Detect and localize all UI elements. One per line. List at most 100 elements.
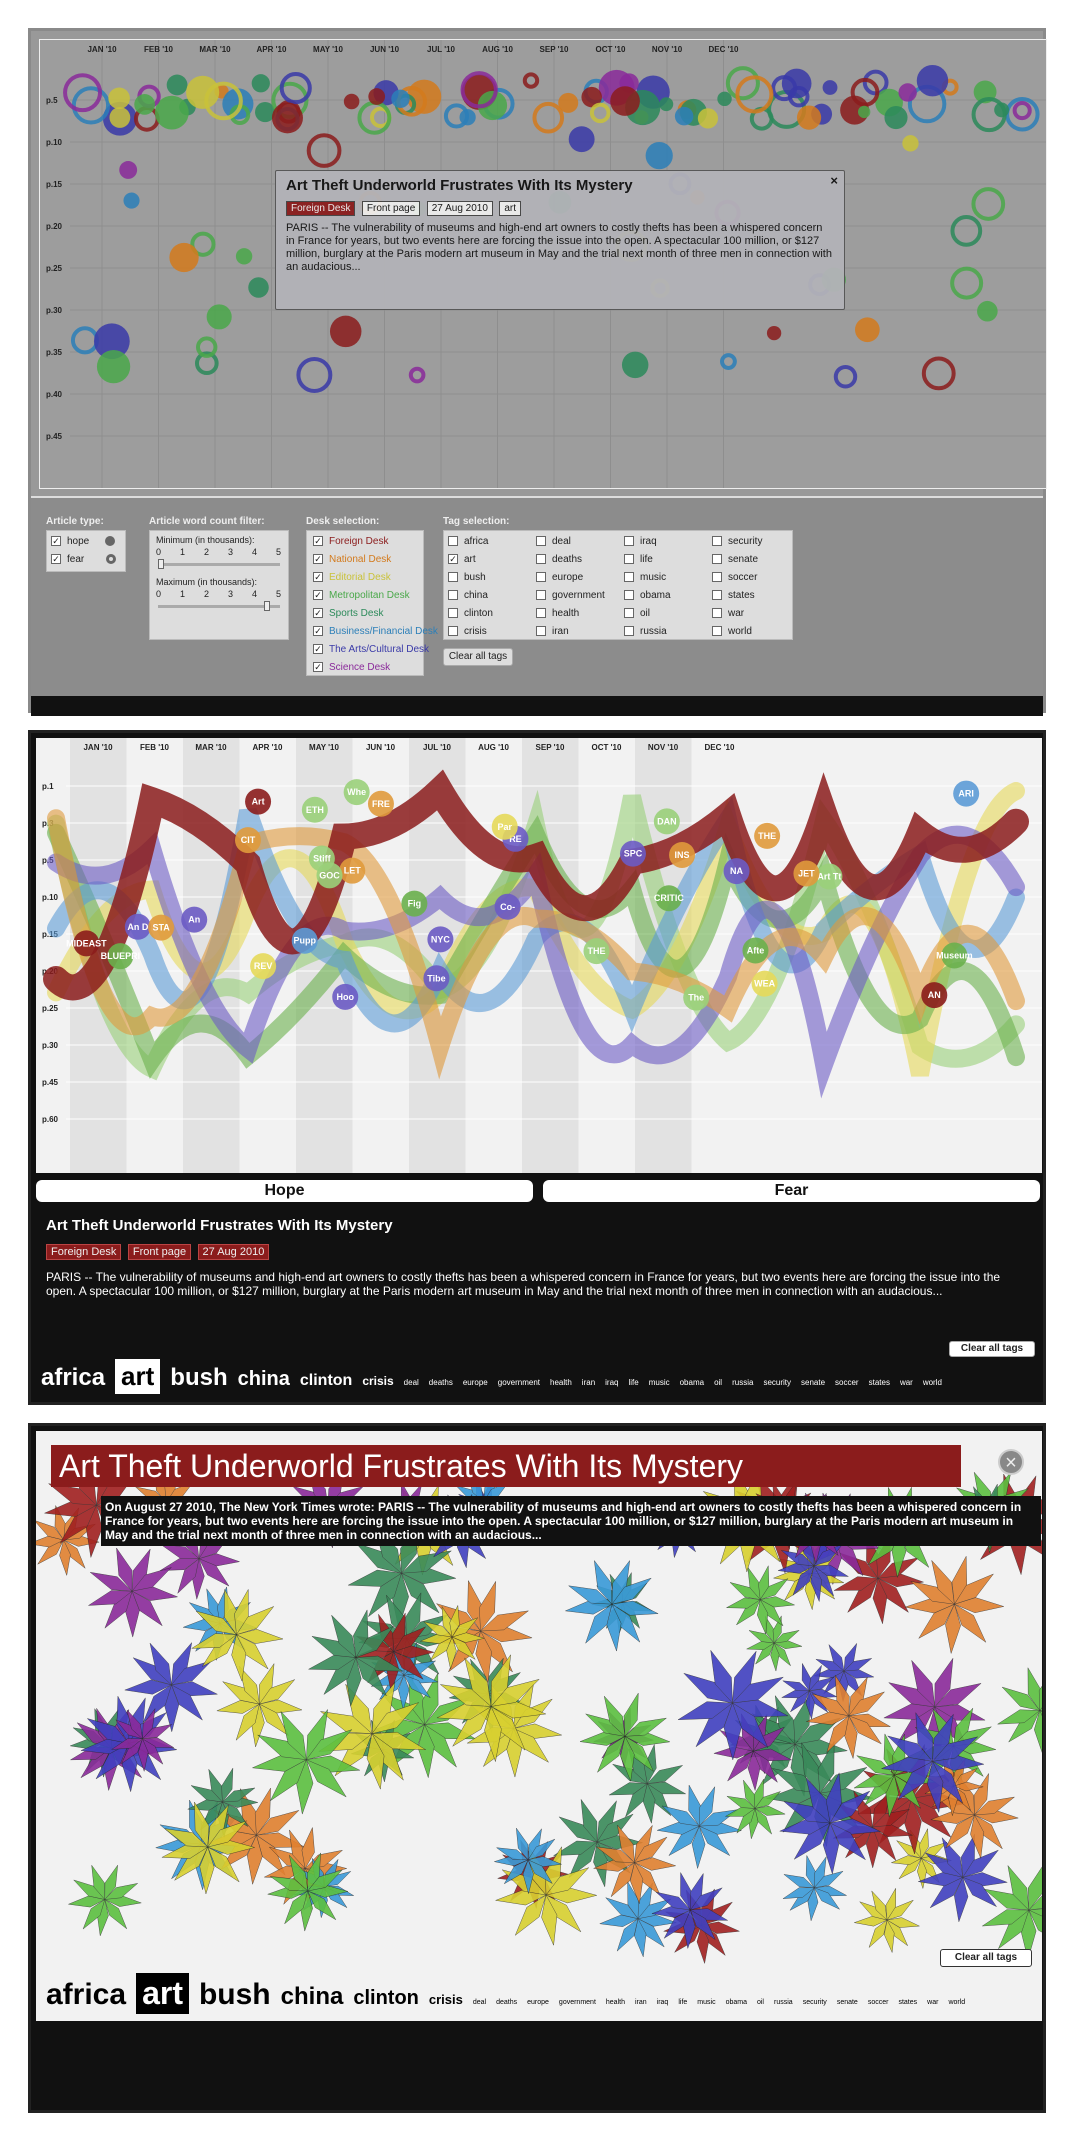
tag-checkbox[interactable] — [536, 626, 546, 637]
tag-cloud-item[interactable]: security — [763, 1378, 791, 1387]
tag-option[interactable]: clinton — [448, 605, 493, 623]
tag-cloud-item[interactable]: security — [802, 1999, 827, 2006]
tag-option[interactable]: obama — [624, 587, 671, 605]
tag-checkbox[interactable] — [712, 608, 722, 619]
tag-cloud-item[interactable]: clinton — [299, 1372, 353, 1389]
close-icon[interactable]: × — [830, 173, 838, 188]
tag-checkbox[interactable] — [448, 536, 458, 547]
tag-option[interactable]: music — [624, 569, 666, 587]
tag-cloud-item[interactable]: europe — [462, 1378, 488, 1387]
clear-tags-button[interactable]: Clear all tags — [940, 1949, 1032, 1967]
tag-option[interactable]: china — [448, 587, 488, 605]
tag-option[interactable]: bush — [448, 569, 486, 587]
desk-checkbox[interactable]: ✓ — [313, 644, 323, 655]
tag-option[interactable]: world — [712, 623, 752, 641]
tag-cloud-item[interactable]: crisis — [428, 1992, 463, 2007]
fear-checkbox[interactable]: ✓ — [51, 554, 61, 565]
tag-checkbox[interactable] — [624, 590, 634, 601]
tag-cloud-item[interactable]: oil — [714, 1378, 723, 1387]
tag-cloud-item[interactable]: life — [678, 1999, 688, 2006]
tag-cloud-item[interactable]: china — [237, 1368, 290, 1390]
tag-cloud-item[interactable]: art — [136, 1973, 189, 2014]
tag-option[interactable]: iraq — [624, 533, 657, 551]
tag-cloud-item[interactable]: iraq — [656, 1999, 669, 2006]
tag-checkbox[interactable] — [536, 590, 546, 601]
tag-cloud-item[interactable]: iran — [634, 1999, 647, 2006]
tag-cloud-item[interactable]: deal — [472, 1999, 487, 2006]
tag-option[interactable]: security — [712, 533, 762, 551]
tag-cloud-item[interactable]: deaths — [496, 1999, 518, 2006]
hope-checkbox[interactable]: ✓ — [51, 536, 61, 547]
tag-cloud-item[interactable]: states — [898, 1999, 918, 2006]
tag-option[interactable]: africa — [448, 533, 488, 551]
desk-checkbox[interactable]: ✓ — [313, 536, 323, 547]
desk-checkbox[interactable]: ✓ — [313, 662, 323, 673]
tag-option[interactable]: senate — [712, 551, 758, 569]
tag-checkbox[interactable] — [712, 626, 722, 637]
tag-cloud-item[interactable]: art — [115, 1359, 161, 1394]
tag-cloud-item[interactable]: obama — [679, 1378, 705, 1387]
tag-cloud-item[interactable]: deaths — [428, 1378, 453, 1387]
min-slider[interactable]: 0 1 2 3 4 5 — [156, 545, 282, 571]
clear-tags-button[interactable]: Clear all tags — [443, 648, 513, 666]
tag-cloud-item[interactable]: senate — [801, 1378, 826, 1387]
slider-track[interactable] — [158, 605, 280, 608]
tag-cloud-item[interactable]: russia — [774, 1999, 793, 2006]
desk-option[interactable]: ✓ Metropolitan Desk — [313, 587, 417, 605]
desk-option[interactable]: ✓ National Desk — [313, 551, 417, 569]
tag-cloud-item[interactable]: africa — [46, 1978, 127, 2011]
desk-checkbox[interactable]: ✓ — [313, 608, 323, 619]
tag-cloud-item[interactable]: soccer — [867, 1999, 889, 2006]
tag-cloud-item[interactable]: health — [605, 1999, 625, 2006]
tag-option[interactable]: crisis — [448, 623, 487, 641]
slider-track[interactable] — [158, 563, 280, 566]
tag-cloud-item[interactable]: bush — [198, 1978, 271, 2011]
desk-checkbox[interactable]: ✓ — [313, 554, 323, 565]
tag-cloud-item[interactable]: deal — [403, 1378, 419, 1387]
tag-checkbox[interactable] — [536, 608, 546, 619]
tag-option[interactable]: deal — [536, 533, 571, 551]
slider-thumb[interactable] — [264, 601, 271, 611]
desk-checkbox[interactable]: ✓ — [313, 590, 323, 601]
type-fear-row[interactable]: ✓ fear — [51, 551, 121, 569]
tag-option[interactable]: life — [624, 551, 653, 569]
tag-checkbox[interactable] — [536, 536, 546, 547]
tag-cloud-item[interactable]: world — [922, 1378, 942, 1387]
tag-cloud-item[interactable]: crisis — [362, 1374, 394, 1388]
tag-checkbox[interactable] — [448, 626, 458, 637]
stream-plot[interactable]: JAN '10 FEB '10 MAR '10 APR '10 MAY '10 JUN '… — [36, 738, 1042, 1173]
desk-option[interactable]: ✓ The Arts/Cultural Desk — [313, 641, 429, 659]
desk-option[interactable]: ✓ Sports Desk — [313, 605, 417, 623]
close-icon[interactable]: × — [998, 1449, 1024, 1475]
tag-checkbox[interactable] — [448, 590, 458, 601]
tag-cloud-item[interactable]: government — [497, 1378, 540, 1387]
tag-cloud-item[interactable]: health — [550, 1378, 572, 1387]
type-hope-row[interactable]: ✓ hope — [51, 533, 121, 551]
tag-checkbox[interactable]: ✓ — [448, 554, 458, 565]
tag-cloud-item[interactable]: russia — [732, 1378, 754, 1387]
tag-cloud-item[interactable]: world — [948, 1999, 966, 2006]
tag-cloud-item[interactable]: war — [899, 1378, 913, 1387]
tag-checkbox[interactable] — [624, 572, 634, 583]
tag-cloud-item[interactable]: war — [927, 1999, 939, 2006]
desk-option[interactable]: ✓ Foreign Desk — [313, 533, 417, 551]
tag-checkbox[interactable] — [624, 608, 634, 619]
tag-checkbox[interactable] — [712, 590, 722, 601]
tag-checkbox[interactable] — [536, 554, 546, 565]
tag-checkbox[interactable] — [624, 626, 634, 637]
tag-checkbox[interactable] — [448, 608, 458, 619]
max-slider[interactable]: 0 1 2 3 4 5 — [156, 587, 282, 613]
tag-option[interactable]: states — [712, 587, 755, 605]
clear-tags-button[interactable]: Clear all tags — [949, 1341, 1035, 1357]
tag-cloud-item[interactable]: music — [648, 1378, 670, 1387]
desk-option[interactable]: ✓ Editorial Desk — [313, 569, 417, 587]
hope-button[interactable]: Hope — [36, 1180, 533, 1202]
tag-cloud-item[interactable]: oil — [756, 1999, 764, 2006]
tag-option[interactable]: ✓ art — [448, 551, 476, 569]
tag-cloud-item[interactable]: bush — [170, 1364, 228, 1391]
tag-cloud-item[interactable]: clinton — [353, 1987, 419, 2009]
slider-thumb[interactable] — [158, 559, 164, 569]
desk-option[interactable]: ✓ Science Desk — [313, 659, 417, 677]
tag-checkbox[interactable] — [624, 554, 634, 565]
flower-plot[interactable]: Art Theft Underworld Frustrates With Its… — [36, 1431, 1042, 2021]
